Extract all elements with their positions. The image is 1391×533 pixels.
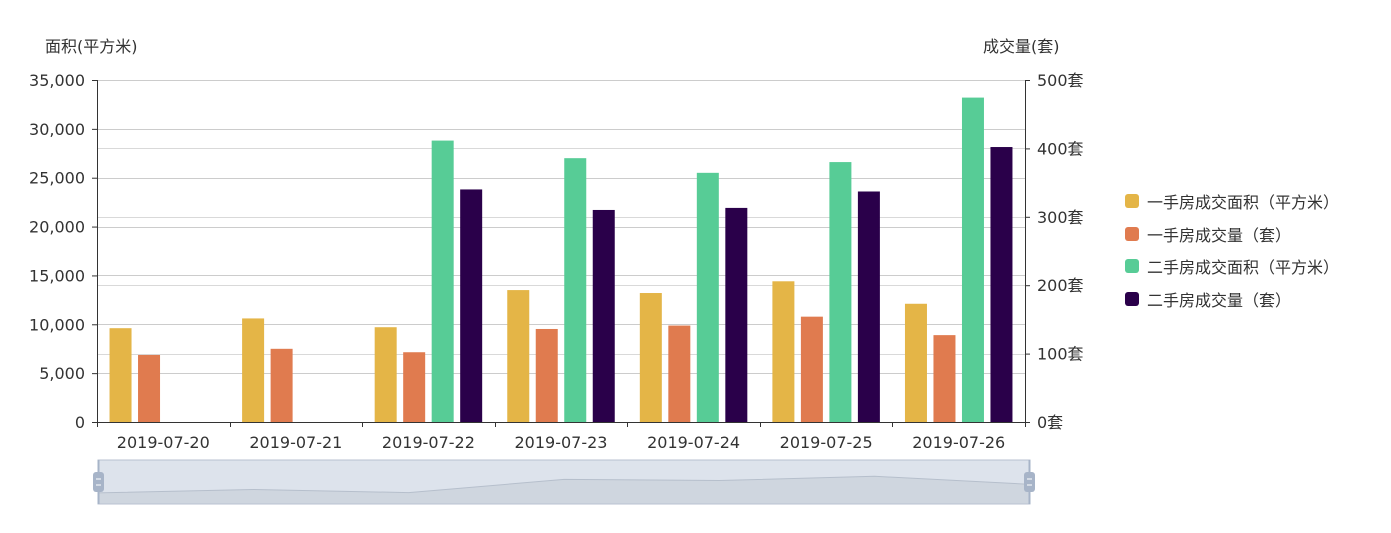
x-axis-tick-label: 2019-07-22: [382, 433, 475, 452]
data-zoom-slider[interactable]: [93, 459, 1035, 505]
x-axis-tick-label: 2019-07-26: [912, 433, 1005, 452]
y-axis-left-title: 面积(平方米): [45, 37, 138, 56]
bar[interactable]: [725, 207, 748, 422]
bar[interactable]: [933, 335, 956, 422]
legend-item-new-area[interactable]: 一手房成交面积（平方米）: [1125, 190, 1339, 212]
y-axis-right-tick-label: 0套: [1037, 413, 1063, 432]
legend-swatch: [1125, 291, 1139, 306]
y-axis-right-title: 成交量(套): [983, 37, 1060, 56]
legend-swatch: [1125, 194, 1139, 208]
grid-lines: [97, 80, 1025, 423]
bar[interactable]: [431, 140, 454, 422]
y-axis-right-tick-label: 300套: [1037, 208, 1084, 227]
y-axis-right-tick-label: 200套: [1037, 276, 1084, 295]
data-zoom-left-handle[interactable]: [93, 472, 104, 492]
x-axis-tick-label: 2019-07-20: [117, 433, 210, 452]
bar[interactable]: [535, 328, 558, 422]
bar[interactable]: [592, 209, 615, 422]
legend-label: 二手房成交量（套）: [1147, 290, 1292, 310]
bar[interactable]: [800, 316, 823, 422]
x-axis-tick-label: 2019-07-23: [515, 433, 608, 452]
legend: 一手房成交面积（平方米） 一手房成交量（套） 二手房成交面积（平方米） 二手房成…: [1125, 190, 1339, 320]
bar[interactable]: [668, 325, 691, 422]
legend-swatch: [1125, 226, 1139, 241]
bar[interactable]: [270, 348, 293, 422]
y-axis-left-tick-label: 25,000: [29, 169, 85, 188]
bar[interactable]: [829, 162, 852, 422]
y-axis-left-tick-label: 20,000: [29, 218, 85, 237]
y-axis-right-tick-label: 100套: [1037, 345, 1084, 364]
legend-label: 一手房成交量（套）: [1147, 225, 1292, 245]
bar[interactable]: [460, 189, 483, 422]
y-axis-left-tick-label: 30,000: [29, 120, 85, 139]
data-zoom-right-handle[interactable]: [1024, 472, 1035, 492]
legend-item-resale-area[interactable]: 二手房成交面积（平方米）: [1125, 255, 1339, 277]
bar[interactable]: [696, 172, 719, 422]
legend-swatch: [1125, 259, 1139, 273]
legend-label: 二手房成交面积（平方米）: [1147, 258, 1340, 277]
legend-item-resale-volume[interactable]: 二手房成交量（套）: [1125, 288, 1339, 310]
bars: [109, 97, 1013, 423]
axes: 面积(平方米) 成交量(套) 0 5,000 10,000 15,000 20,000 2…: [29, 37, 1084, 452]
bar[interactable]: [857, 191, 880, 422]
x-axis-tick-label: 2019-07-21: [249, 433, 342, 452]
bar[interactable]: [772, 281, 795, 422]
y-axis-left-tick-label: 15,000: [29, 266, 85, 285]
legend-label: 一手房成交面积（平方米）: [1147, 193, 1340, 212]
y-axis-left-tick-label: 35,000: [29, 71, 85, 90]
y-axis-left-tick-label: 5,000: [39, 364, 85, 383]
bar[interactable]: [961, 97, 984, 423]
bar[interactable]: [374, 327, 397, 422]
bar[interactable]: [904, 303, 927, 422]
bar[interactable]: [138, 354, 161, 422]
bar[interactable]: [564, 158, 587, 422]
bar[interactable]: [109, 328, 132, 422]
bar[interactable]: [507, 290, 530, 422]
bar[interactable]: [242, 318, 265, 422]
legend-item-new-volume[interactable]: 一手房成交量（套）: [1125, 223, 1339, 245]
y-axis-right-tick-label: 500套: [1037, 71, 1084, 90]
bar[interactable]: [639, 293, 662, 422]
x-axis-tick-label: 2019-07-24: [647, 433, 740, 452]
x-axis-tick-label: 2019-07-25: [780, 433, 873, 452]
bar[interactable]: [403, 352, 426, 422]
bar[interactable]: [990, 147, 1013, 423]
y-axis-left-tick-label: 10,000: [29, 315, 85, 334]
y-axis-left-tick-label: 0: [75, 413, 85, 432]
y-axis-right-tick-label: 400套: [1037, 139, 1084, 158]
